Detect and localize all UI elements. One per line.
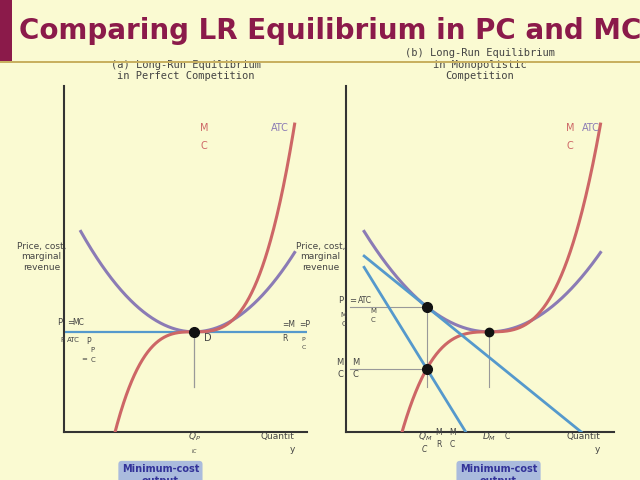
Text: P: P	[91, 347, 95, 353]
Text: C: C	[338, 370, 344, 379]
Text: =: =	[67, 318, 74, 327]
Text: C: C	[352, 370, 358, 379]
Text: Comparing LR Equilibrium in PC and MC: Comparing LR Equilibrium in PC and MC	[19, 17, 640, 45]
Text: ATC: ATC	[67, 337, 80, 343]
Text: $Q_P$: $Q_P$	[188, 430, 200, 443]
Text: MC: MC	[72, 318, 84, 327]
Text: C: C	[201, 141, 207, 151]
Text: C: C	[505, 432, 510, 441]
Text: P: P	[338, 296, 343, 305]
Text: M: M	[352, 358, 359, 367]
Text: $C$: $C$	[421, 443, 429, 454]
Text: y: y	[595, 445, 600, 454]
Text: =: =	[81, 356, 86, 362]
Text: M: M	[371, 308, 376, 314]
Text: C: C	[342, 321, 346, 327]
Text: ATC: ATC	[271, 123, 289, 133]
Text: R: R	[282, 334, 287, 343]
Text: =M: =M	[282, 320, 295, 329]
Text: $D_M$: $D_M$	[482, 430, 497, 443]
Text: Minimum-cost
output: Minimum-cost output	[460, 464, 537, 480]
Text: P: P	[61, 337, 65, 343]
Text: P: P	[301, 337, 305, 342]
Text: Price, cost,
marginal
revenue: Price, cost, marginal revenue	[296, 242, 345, 272]
Text: =: =	[349, 296, 356, 305]
Text: C: C	[371, 317, 376, 323]
Text: M: M	[435, 428, 442, 437]
Text: M: M	[337, 358, 344, 367]
Text: M: M	[200, 123, 208, 133]
Text: y: y	[289, 445, 294, 454]
Text: Quantit: Quantit	[260, 432, 294, 441]
Text: C: C	[566, 141, 573, 151]
Text: M: M	[449, 428, 456, 437]
Text: C: C	[91, 357, 95, 363]
Text: M: M	[340, 312, 346, 318]
Text: Quantit: Quantit	[566, 432, 600, 441]
Text: R: R	[436, 440, 442, 449]
Text: Price, cost,
marginal
revenue: Price, cost, marginal revenue	[17, 242, 66, 272]
Text: M: M	[566, 123, 574, 133]
Text: ATC: ATC	[358, 296, 372, 305]
Text: P: P	[86, 337, 92, 346]
Text: D: D	[204, 333, 212, 343]
Text: C: C	[301, 345, 306, 350]
Text: Minimum-cost
output: Minimum-cost output	[122, 464, 199, 480]
Text: $_{IC}$: $_{IC}$	[191, 447, 197, 456]
Text: C: C	[450, 440, 455, 449]
Text: ATC: ATC	[582, 123, 600, 133]
Title: (b) Long-Run Equilibrium
in Monopolistic
Competition: (b) Long-Run Equilibrium in Monopolistic…	[405, 48, 555, 82]
Title: (a) Long-Run Equilibrium
in Perfect Competition: (a) Long-Run Equilibrium in Perfect Comp…	[111, 60, 260, 82]
Text: P: P	[57, 318, 62, 327]
Text: =P: =P	[299, 320, 310, 329]
Text: $Q_M$: $Q_M$	[418, 430, 432, 443]
